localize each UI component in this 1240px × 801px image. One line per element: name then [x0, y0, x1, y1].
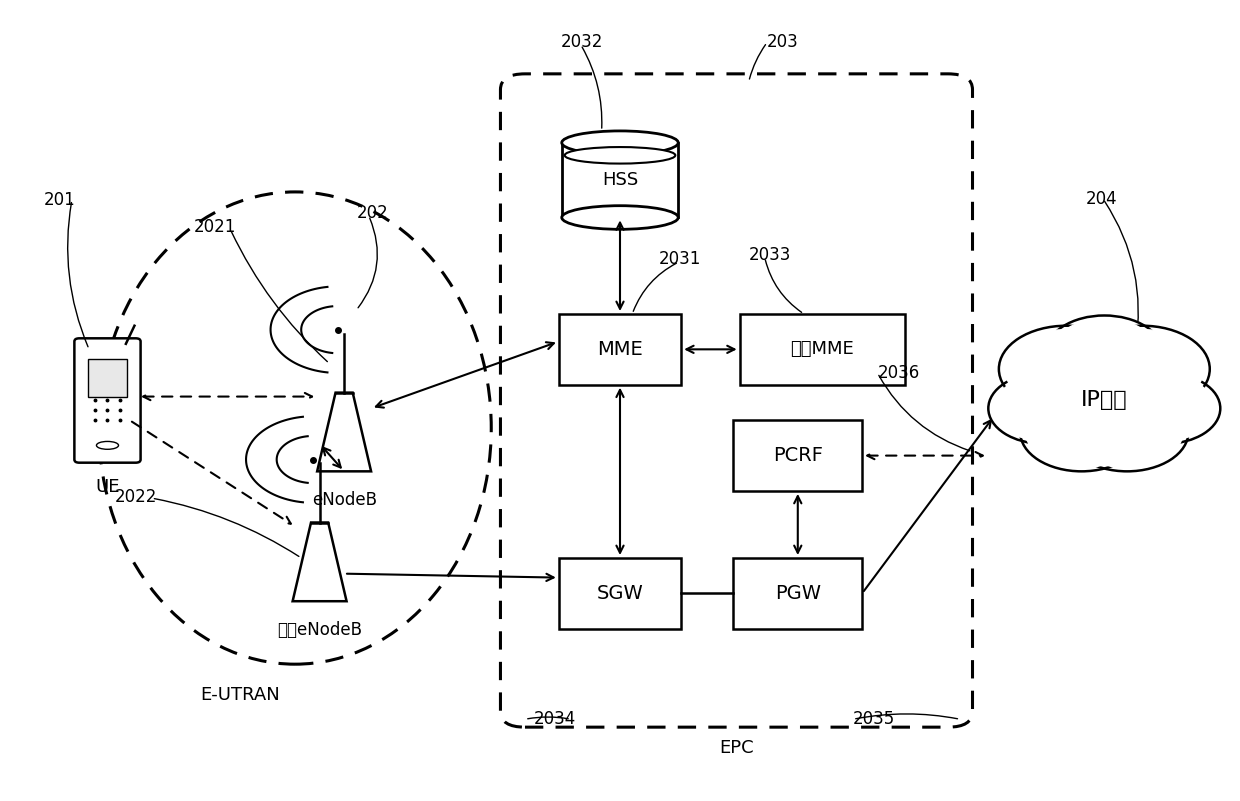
FancyBboxPatch shape: [739, 314, 905, 384]
Circle shape: [1004, 330, 1127, 409]
Circle shape: [1025, 396, 1137, 468]
Circle shape: [1066, 392, 1188, 471]
Text: 203: 203: [768, 34, 799, 51]
FancyBboxPatch shape: [88, 359, 128, 396]
Text: 2034: 2034: [534, 710, 577, 728]
Circle shape: [1110, 373, 1220, 444]
Text: 204: 204: [1086, 190, 1117, 208]
Text: MME: MME: [598, 340, 642, 359]
Circle shape: [1027, 350, 1183, 451]
Text: 2036: 2036: [878, 364, 920, 382]
FancyBboxPatch shape: [733, 558, 862, 629]
Circle shape: [1081, 330, 1204, 409]
Circle shape: [1075, 326, 1210, 413]
Text: eNodeB: eNodeB: [311, 491, 377, 509]
Text: 2032: 2032: [562, 34, 604, 51]
FancyBboxPatch shape: [733, 421, 862, 491]
Ellipse shape: [97, 441, 119, 449]
Text: 202: 202: [356, 204, 388, 222]
Circle shape: [1045, 316, 1163, 391]
FancyBboxPatch shape: [562, 143, 678, 218]
Text: 2035: 2035: [853, 710, 895, 728]
Circle shape: [988, 373, 1099, 444]
Circle shape: [999, 326, 1133, 413]
Text: 2033: 2033: [749, 246, 791, 264]
Text: E-UTRAN: E-UTRAN: [200, 686, 280, 704]
Text: 其它eNodeB: 其它eNodeB: [277, 621, 362, 639]
FancyBboxPatch shape: [74, 338, 140, 463]
FancyBboxPatch shape: [559, 558, 681, 629]
Ellipse shape: [564, 147, 676, 163]
Text: 2021: 2021: [193, 219, 236, 236]
Circle shape: [1071, 396, 1183, 468]
Circle shape: [1115, 376, 1215, 441]
FancyBboxPatch shape: [559, 314, 681, 384]
Text: EPC: EPC: [719, 739, 754, 758]
Text: 其它MME: 其它MME: [790, 340, 854, 358]
Text: UE: UE: [95, 477, 120, 496]
Circle shape: [1021, 392, 1143, 471]
Text: PCRF: PCRF: [773, 446, 823, 465]
Circle shape: [993, 376, 1094, 441]
Text: 201: 201: [43, 191, 76, 209]
Circle shape: [1050, 319, 1158, 388]
Ellipse shape: [562, 131, 678, 155]
Text: 2031: 2031: [660, 250, 702, 268]
Text: 2022: 2022: [115, 488, 157, 505]
Text: SGW: SGW: [596, 584, 644, 603]
Text: IP业务: IP业务: [1081, 391, 1127, 410]
Polygon shape: [293, 522, 346, 602]
Polygon shape: [317, 392, 371, 471]
Ellipse shape: [562, 206, 678, 229]
Circle shape: [1018, 345, 1190, 456]
Text: HSS: HSS: [601, 171, 639, 189]
Text: PGW: PGW: [775, 584, 821, 603]
